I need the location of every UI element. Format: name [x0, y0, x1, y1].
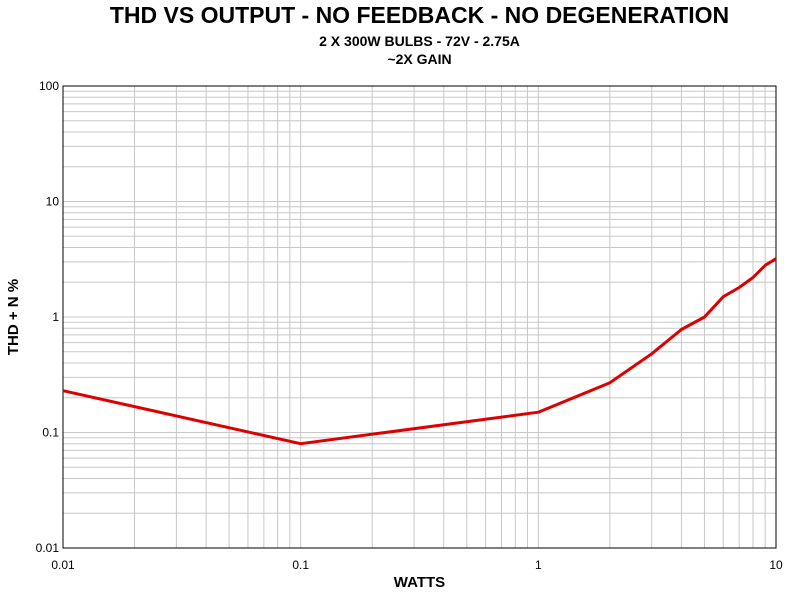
y-tick-label: 100 — [39, 79, 59, 93]
chart-subtitle-line-1: 2 X 300W BULBS - 72V - 2.75A — [319, 33, 520, 49]
x-axis-label: WATTS — [394, 574, 445, 591]
chart-subtitle-line-2: ~2X GAIN — [387, 51, 452, 67]
x-tick-labels: 0.01 0.1 1 10 — [51, 558, 783, 572]
y-tick-label: 0.1 — [42, 426, 59, 440]
y-tick-label: 10 — [46, 195, 60, 209]
x-tick-label: 0.01 — [51, 558, 75, 572]
y-tick-label: 0.01 — [36, 541, 60, 555]
y-tick-label: 1 — [52, 310, 59, 324]
series-line — [62, 257, 777, 446]
y-tick-labels: 0.01 0.1 1 10 100 — [36, 79, 60, 555]
grid-lines — [62, 86, 776, 549]
plot-frame — [62, 85, 777, 549]
chart-title: THD VS OUTPUT - NO FEEDBACK - NO DEGENER… — [109, 2, 730, 28]
x-tick-label: 10 — [769, 558, 783, 572]
y-axis-label: THD + N % — [5, 279, 22, 355]
x-tick-label: 1 — [535, 558, 542, 572]
x-tick-label: 0.1 — [292, 558, 309, 572]
series-points — [62, 258, 777, 444]
